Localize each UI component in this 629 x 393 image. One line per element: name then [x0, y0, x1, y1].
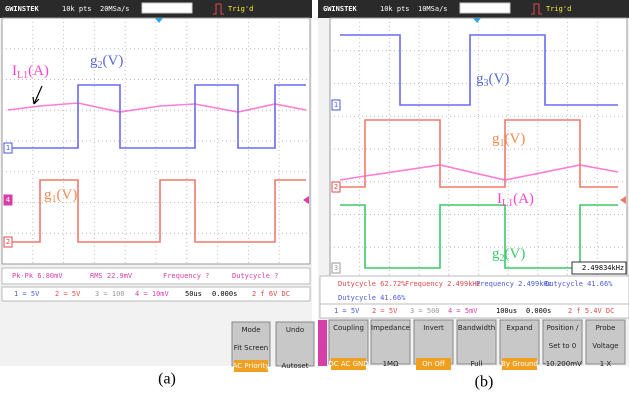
- channel-scale: 4 = 5mV: [448, 307, 478, 315]
- channel-marker-label: 1: [334, 101, 338, 109]
- softkey-label: Set to 0: [549, 342, 576, 350]
- softkey-label: On Off: [422, 360, 445, 368]
- channel-scale: 4 = 10mV: [135, 290, 170, 298]
- label-sub: L1: [502, 198, 513, 209]
- trigger-status: Trig'd: [546, 5, 571, 13]
- softkey-label: Mode: [241, 326, 260, 334]
- softkey-label: -10.200mV: [543, 360, 582, 368]
- softkey-label: Expand: [506, 324, 532, 332]
- channel-scale: 3 = 500: [410, 307, 440, 315]
- measurement: Dutycycle ?: [232, 272, 278, 280]
- brand: GWINSTEK: [323, 5, 358, 13]
- waveform-label: g2(V): [90, 53, 123, 71]
- channel-scale: 1 = 5V: [334, 307, 360, 315]
- position: 0.000s: [526, 307, 551, 315]
- waveform-label: g1(V): [44, 187, 77, 205]
- points: 10k pts: [62, 5, 92, 13]
- caption: (a): [158, 371, 176, 388]
- sample-rate: 10MSa/s: [418, 5, 448, 13]
- label-unit: (V): [505, 246, 526, 262]
- measurement: Frequency ?: [163, 272, 209, 280]
- label-unit: (A): [513, 191, 534, 207]
- softkey-label: Bandwidth: [458, 324, 495, 332]
- points: 10k pts: [380, 5, 410, 13]
- trigger-setting: 2 f 6V DC: [252, 290, 290, 298]
- softkey-label: By Ground: [501, 360, 538, 368]
- channel-scale: 2 = 5V: [55, 290, 81, 298]
- trigger-setting: 2 f 5.4V DC: [568, 307, 614, 315]
- channel-marker-label: 1: [6, 144, 10, 152]
- counter: 2.49834kHz: [582, 264, 624, 272]
- softkey-label: Impedance: [371, 324, 410, 332]
- channel-scale: 2 = 5V: [372, 307, 398, 315]
- softkey-label: Full: [471, 360, 483, 368]
- label-unit: (V): [57, 187, 78, 203]
- waveform-label: g3(V): [476, 71, 509, 89]
- brand: GWINSTEK: [5, 5, 40, 13]
- softkey-label: Undo: [286, 326, 304, 334]
- softkey-label: Invert: [423, 324, 444, 332]
- measurement: Dutycycle 41.66%: [338, 294, 406, 302]
- measurement: Pk-Pk 6.80mV: [12, 272, 63, 280]
- measurement: Dutycycle 62.72%: [338, 280, 406, 288]
- label-unit: (V): [505, 131, 526, 147]
- trigger-status: Trig'd: [228, 5, 253, 13]
- label-unit: (A): [28, 63, 49, 79]
- softkey-label: 1 X: [600, 360, 612, 368]
- label-sub: L1: [17, 70, 28, 81]
- softkey-label: Probe: [596, 324, 616, 332]
- softkey-label: Position /: [547, 324, 579, 332]
- caption: (b): [475, 374, 494, 391]
- softkey-label: Fit Screen: [234, 344, 269, 352]
- label-unit: (V): [103, 53, 124, 69]
- label-unit: (V): [489, 71, 510, 87]
- softkey-label: AC Priority: [233, 362, 270, 370]
- timebase: 50us: [185, 290, 202, 298]
- softkey-label: Autoset: [282, 362, 309, 370]
- position: 0.000s: [212, 290, 237, 298]
- measurement: Frequency 2.499kHz: [405, 280, 481, 288]
- measurement: Dutycycle 41.66%: [545, 280, 613, 288]
- channel-marker-label: 4: [6, 196, 10, 204]
- channel-marker-label: 2: [6, 238, 10, 246]
- sample-rate: 20MSa/s: [100, 5, 130, 13]
- memory-bar: [460, 3, 510, 13]
- softkey-label: Voltage: [592, 342, 618, 350]
- channel-scale: 3 = 100: [95, 290, 125, 298]
- menu-tab: [318, 320, 327, 366]
- waveform-label: g2(V): [492, 246, 525, 264]
- screenshot: (a) (b) GWINSTEK10k pts20MSa/sTrig'dIL1(…: [0, 0, 629, 393]
- memory-bar: [142, 3, 192, 13]
- softkey-label: 1MΩ: [383, 360, 399, 368]
- measurement: RMS 22.9mV: [90, 272, 133, 280]
- channel-marker-label: 2: [334, 183, 338, 191]
- softkey-label: Coupling: [333, 324, 364, 332]
- softkey-label: DC AC GND: [328, 360, 368, 368]
- timebase: 100us: [496, 307, 517, 315]
- channel-marker-label: 3: [334, 264, 338, 272]
- measurement: Frequency 2.499kHz: [476, 280, 552, 288]
- waveform-label: g1(V): [492, 131, 525, 149]
- channel-scale: 1 = 5V: [14, 290, 40, 298]
